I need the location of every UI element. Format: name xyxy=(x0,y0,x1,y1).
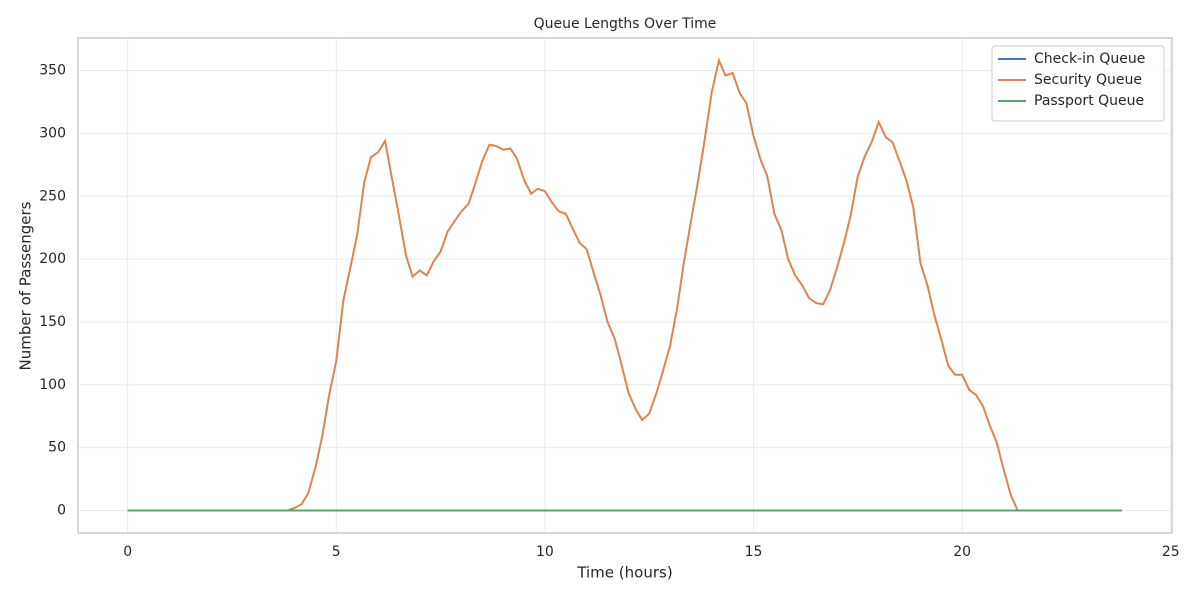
x-tick-label: 0 xyxy=(123,544,132,560)
y-tick-label: 200 xyxy=(39,251,66,267)
x-tick-label: 5 xyxy=(332,544,341,560)
x-tick-label: 20 xyxy=(953,544,971,560)
y-tick-label: 350 xyxy=(39,63,66,79)
legend-box xyxy=(991,45,1165,122)
x-axis-label: Time (hours) xyxy=(576,564,672,582)
y-axis-label: Number of Passengers xyxy=(17,201,35,370)
chart-title: Queue Lengths Over Time xyxy=(534,16,717,32)
legend-label: Check-in Queue xyxy=(1034,51,1145,67)
x-tick-label: 10 xyxy=(536,544,554,560)
legend-label: Passport Queue xyxy=(1034,93,1144,109)
y-tick-label: 0 xyxy=(57,503,66,519)
x-tick-label: 25 xyxy=(1162,544,1180,560)
line xyxy=(127,57,1122,512)
y-tick-label: 100 xyxy=(39,377,66,393)
plot-frame xyxy=(77,37,1173,534)
y-tick-label: 250 xyxy=(39,188,66,204)
legend-label: Security Queue xyxy=(1034,72,1142,88)
y-tick-label: 50 xyxy=(48,440,66,456)
y-tick-label: 150 xyxy=(39,314,66,330)
legend: Check-in Queue Security Queue Passport Que… xyxy=(991,45,1165,122)
x-tick-label: 15 xyxy=(745,544,763,560)
y-tick-label: 300 xyxy=(39,125,66,141)
